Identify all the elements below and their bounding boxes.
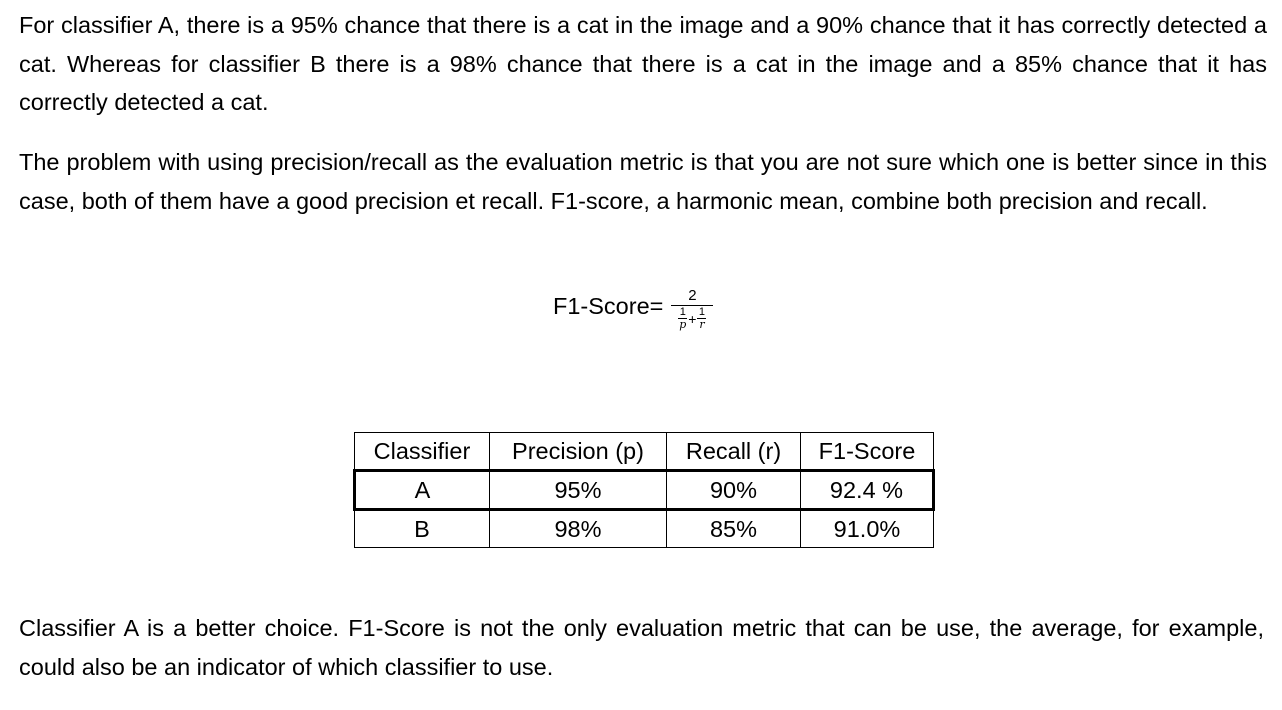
term-one-over-r: 1 r — [697, 305, 707, 331]
fraction-bar — [671, 304, 714, 306]
header-precision: Precision (p) — [489, 432, 667, 471]
term2-numerator: 1 — [698, 305, 706, 318]
formula-denominator: 1 p + 1 r — [678, 305, 707, 331]
table-row: A 95% 90% 92.4 % — [353, 469, 935, 511]
cell-precision: 95% — [489, 469, 667, 511]
cell-f1-score: 92.4 % — [800, 469, 935, 511]
header-classifier: Classifier — [354, 432, 490, 471]
cell-classifier: A — [353, 469, 490, 511]
f1-formula: F1-Score= 2 1 p + 1 r — [553, 284, 714, 348]
table-row: B 98% 85% 91.0% — [354, 509, 934, 548]
term2-denominator: r — [699, 317, 705, 331]
cell-precision: 98% — [489, 509, 667, 548]
formula-fraction: 2 1 p + 1 r — [671, 286, 714, 331]
plus-sign: + — [688, 310, 697, 327]
intro-paragraph: For classifier A, there is a 95% chance … — [19, 12, 1267, 115]
header-recall: Recall (r) — [666, 432, 801, 471]
term1-numerator: 1 — [679, 305, 686, 318]
formula-lhs: F1-Score= — [553, 293, 664, 319]
problem-paragraph: The problem with using precision/recall … — [19, 149, 1267, 214]
conclusion-paragraph: Classifier A is a better choice. F1-Scor… — [19, 615, 1264, 680]
term1-denominator: p — [679, 317, 687, 331]
cell-recall: 90% — [666, 469, 801, 511]
term1-bar — [678, 317, 688, 319]
table-header-row: Classifier Precision (p) Recall (r) F1-S… — [354, 432, 934, 471]
cell-f1-score: 91.0% — [800, 509, 934, 548]
cell-recall: 85% — [666, 509, 801, 548]
formula-numerator: 2 — [688, 286, 697, 304]
cell-classifier: B — [354, 509, 490, 548]
term-one-over-p: 1 p — [678, 305, 688, 331]
classifier-table: Classifier Precision (p) Recall (r) F1-S… — [353, 432, 935, 548]
header-f1-score: F1-Score — [800, 432, 934, 471]
term2-bar — [697, 317, 707, 319]
